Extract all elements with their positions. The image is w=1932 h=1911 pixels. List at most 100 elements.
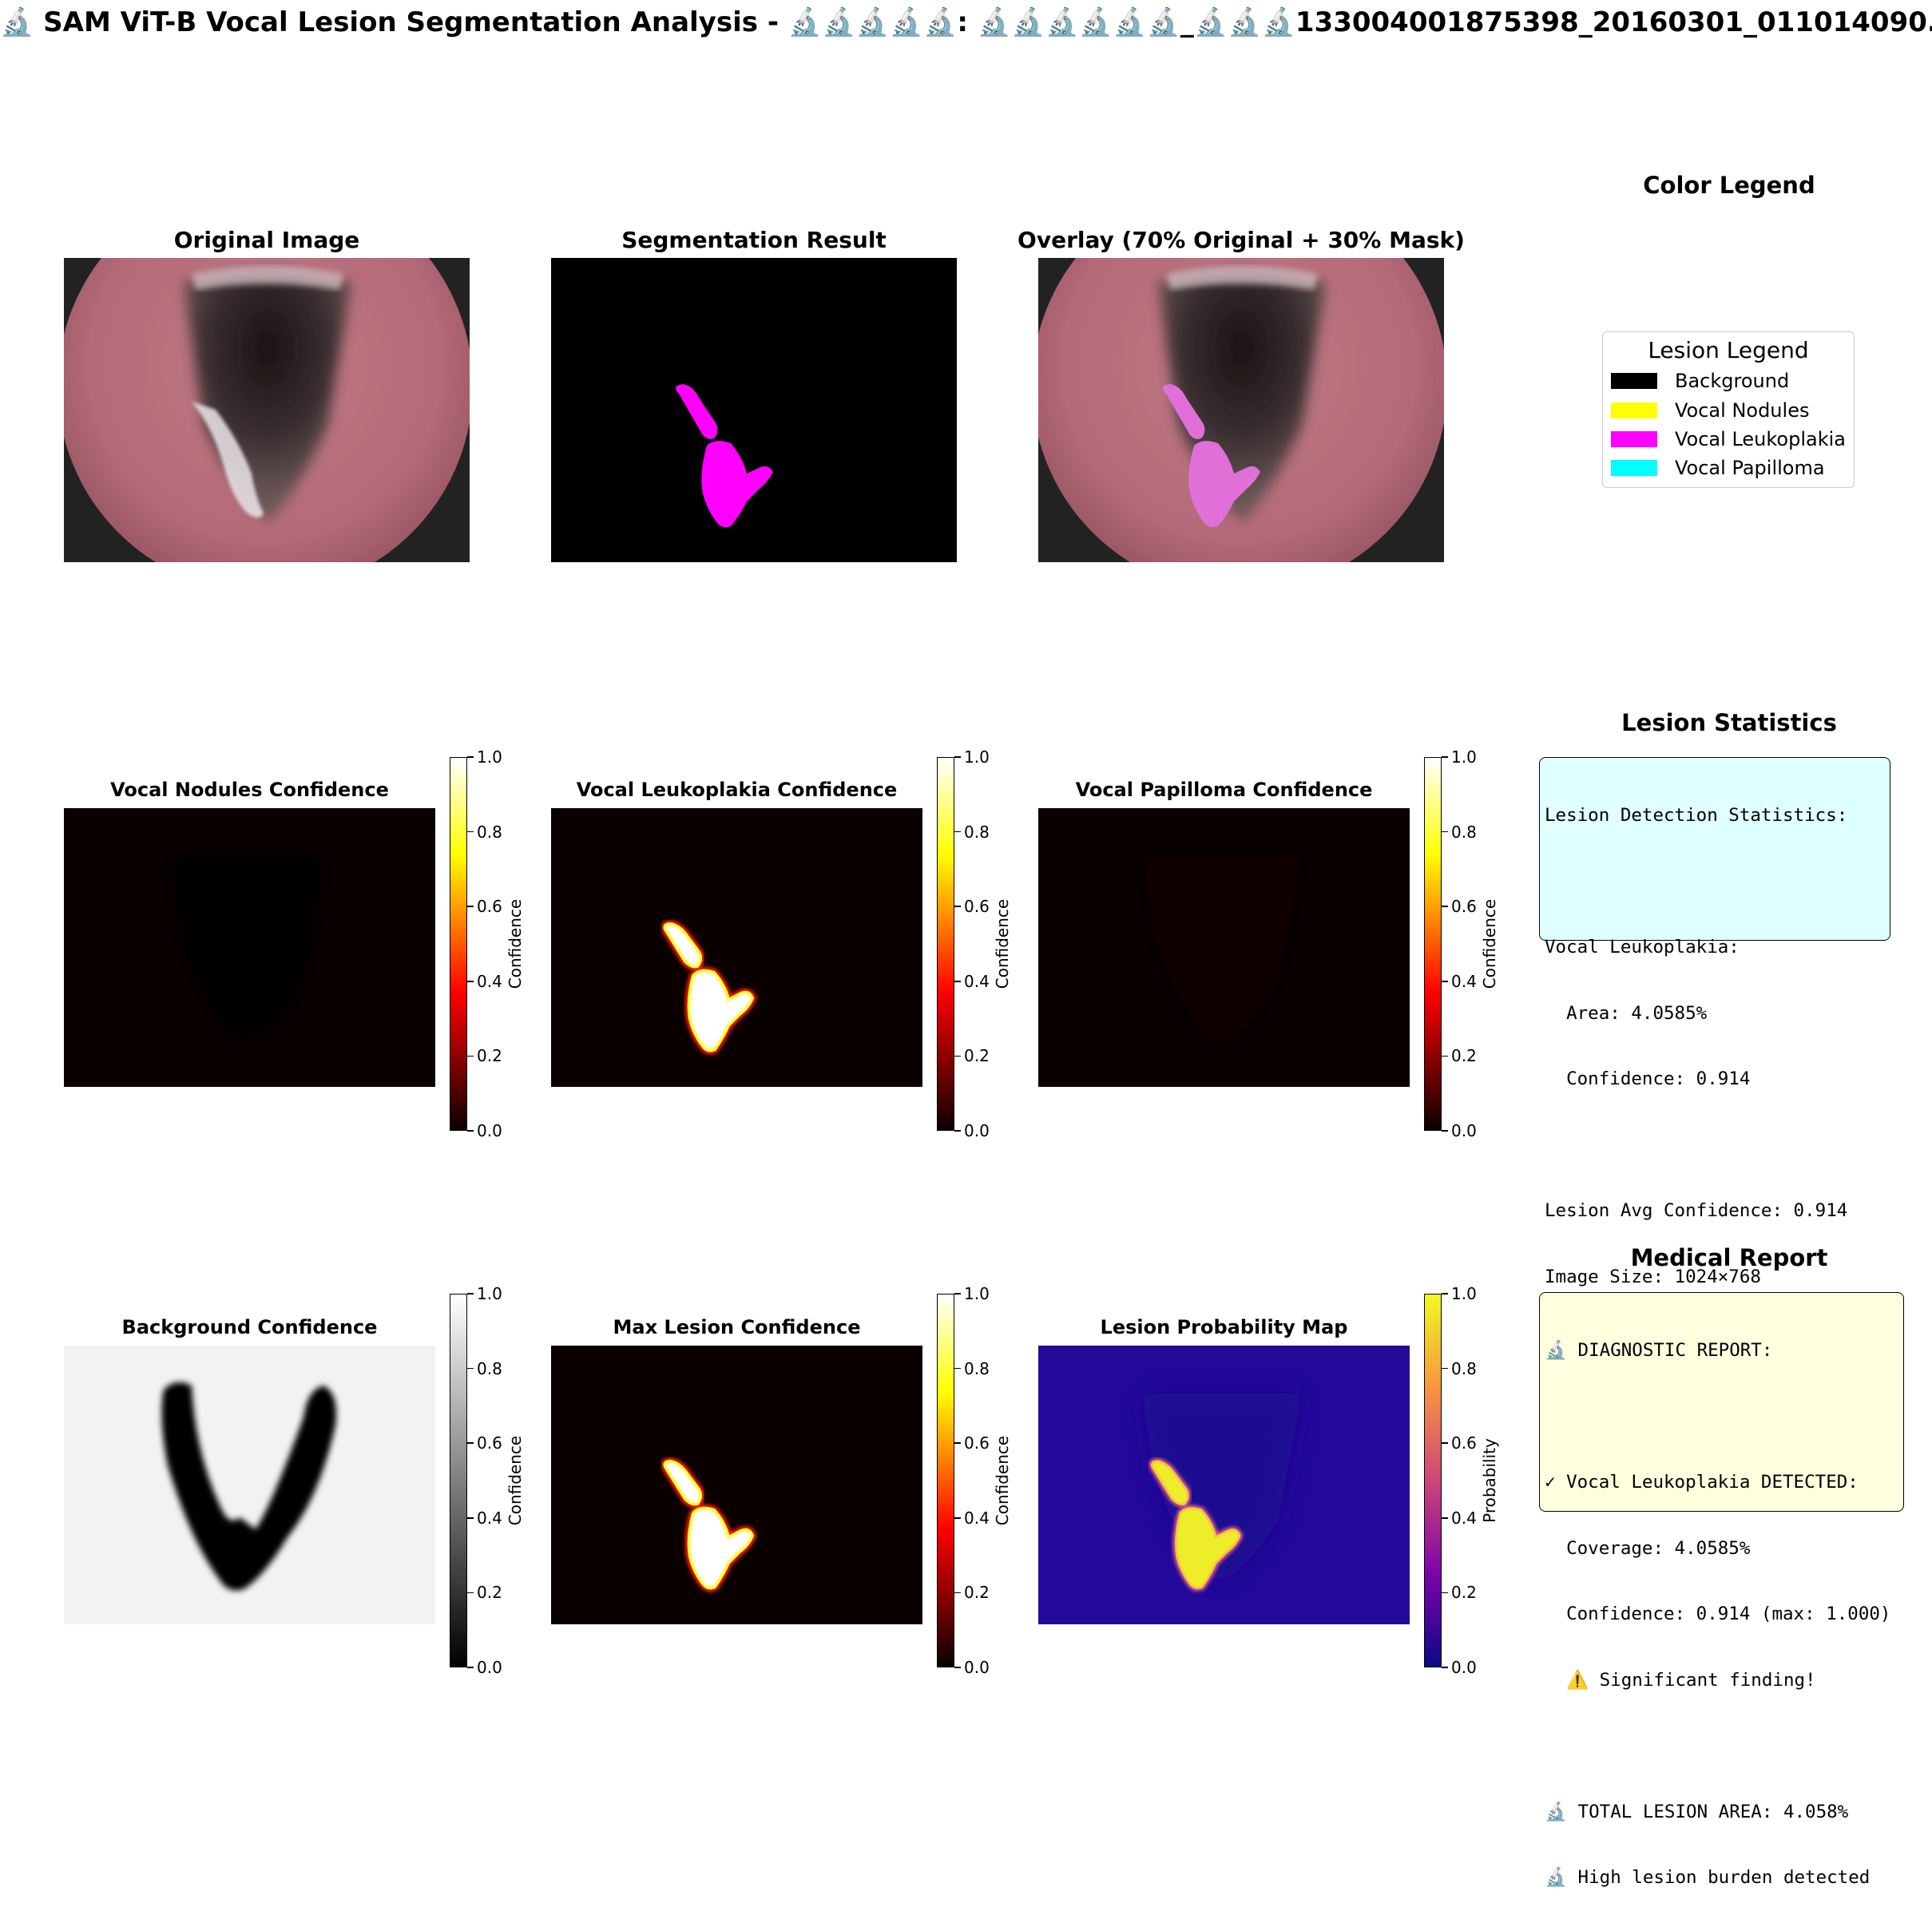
colorbar-tick-mark <box>467 1055 474 1057</box>
colorbar-tick-label: 0.0 <box>964 1121 990 1140</box>
stats-line: Image Size: 1024×768 <box>1545 1266 1761 1287</box>
colorbar-tick-mark <box>1442 1667 1448 1668</box>
leukoplakia-colorbar: 0.0 0.2 0.4 0.6 0.8 1.0 Confidence <box>937 747 1033 1140</box>
colorbar-label: Probability <box>1480 1438 1499 1523</box>
original-image-panel <box>64 258 470 562</box>
legend-item-vocal-papilloma: Vocal Papilloma <box>1611 456 1825 480</box>
report-line: 🔬 DIAGNOSTIC REPORT: <box>1545 1340 1773 1361</box>
colorbar-tick-label: 0.8 <box>477 822 502 842</box>
colorbar-tick-mark <box>1442 906 1448 907</box>
segmentation-panel <box>551 258 957 562</box>
colorbar-tick-label: 0.4 <box>477 971 502 991</box>
colorbar-tick-mark <box>1442 1055 1448 1057</box>
papilloma-colorbar: 0.0 0.2 0.4 0.6 0.8 1.0 Confidence <box>1424 747 1520 1140</box>
colorbar-gradient <box>937 757 954 1131</box>
colorbar-tick-label: 1.0 <box>964 1284 990 1303</box>
legend-item-vocal-nodules: Vocal Nodules <box>1611 398 1809 422</box>
colorbar-tick-mark <box>954 1517 961 1519</box>
colorbar-tick-label: 1.0 <box>477 747 502 767</box>
colorbar-tick-mark <box>467 1293 474 1294</box>
stats-line: Area: 4.0585% <box>1545 1002 1708 1024</box>
colorbar-gradient <box>450 757 467 1131</box>
colorbar-tick-mark <box>467 981 474 982</box>
legend-title: Lesion Legend <box>1648 337 1809 363</box>
colorbar-tick-label: 0.4 <box>477 1508 502 1528</box>
colorbar-tick-label: 0.6 <box>964 897 990 917</box>
colorbar-tick-label: 0.0 <box>477 1121 502 1140</box>
nodules-confidence-heatmap <box>64 808 435 1087</box>
overlay-title: Overlay (70% Original + 30% Mask) <box>1018 227 1465 253</box>
legend-item-vocal-leukoplakia: Vocal Leukoplakia <box>1611 427 1846 451</box>
background-confidence-heatmap <box>64 1346 435 1624</box>
papilloma-confidence-heatmap <box>1038 808 1410 1087</box>
figure-title: 🔬 SAM ViT-B Vocal Lesion Segmentation An… <box>0 6 1932 38</box>
colorbar-label: Confidence <box>506 1435 525 1526</box>
segmentation-title: Segmentation Result <box>621 227 887 253</box>
report-line: 🔬 High lesion burden detected <box>1545 1867 1871 1888</box>
colorbar-tick-mark <box>1442 1367 1448 1370</box>
colorbar-tick-label: 0.2 <box>1451 1046 1477 1066</box>
colorbar-tick-mark <box>467 1592 474 1594</box>
colorbar-tick-mark <box>1442 1517 1448 1519</box>
stats-line: Vocal Leukoplakia: <box>1545 937 1740 957</box>
overlay-panel <box>1038 258 1444 562</box>
colorbar-tick-mark <box>954 1293 961 1294</box>
nodules-colorbar: 0.0 0.2 0.4 0.6 0.8 1.0 Confidence <box>450 747 545 1140</box>
colorbar-tick-label: 0.8 <box>1451 1358 1477 1378</box>
colorbar-tick-mark <box>467 1517 474 1519</box>
stats-line: Confidence: 0.914 <box>1545 1068 1751 1089</box>
background-colorbar: 0.0 0.2 0.4 0.6 0.8 1.0 Confidence <box>450 1284 545 1677</box>
colorbar-tick-mark <box>954 1592 961 1594</box>
colorbar-gradient <box>1424 757 1442 1131</box>
nodules-confidence-title: Vocal Nodules Confidence <box>110 779 389 801</box>
report-line: Coverage: 4.0585% <box>1545 1537 1751 1559</box>
colorbar-tick-mark <box>954 1055 961 1057</box>
colorbar-gradient <box>937 1294 954 1667</box>
colorbar-tick-mark <box>954 906 961 907</box>
legend-swatch <box>1611 402 1657 418</box>
colorbar-tick-label: 0.6 <box>477 1433 502 1453</box>
medical-report-heading: Medical Report <box>1630 1244 1828 1271</box>
colorbar-tick-label: 0.4 <box>964 1508 990 1528</box>
colorbar-tick-mark <box>954 831 961 833</box>
lesion-legend: Lesion Legend Background Vocal Nodules V… <box>1602 331 1855 488</box>
lesion-statistics-heading: Lesion Statistics <box>1621 709 1837 736</box>
colorbar-label: Confidence <box>993 1435 1012 1526</box>
leukoplakia-mask-main <box>701 441 773 528</box>
leukoplakia-confidence-heatmap <box>551 808 922 1087</box>
leukoplakia-mask <box>676 384 718 439</box>
colorbar-tick-label: 0.8 <box>1451 822 1477 842</box>
colorbar-tick-label: 0.0 <box>1451 1658 1477 1677</box>
colorbar-tick-mark <box>1442 1130 1448 1132</box>
colorbar-tick-label: 1.0 <box>1451 1284 1477 1303</box>
colorbar-tick-label: 1.0 <box>1451 747 1477 767</box>
colorbar-tick-mark <box>954 756 961 758</box>
report-line: 🔬 TOTAL LESION AREA: 4.058% <box>1545 1801 1849 1822</box>
colorbar-tick-mark <box>1442 981 1448 982</box>
leukoplakia-confidence-title: Vocal Leukoplakia Confidence <box>576 779 898 801</box>
colorbar-tick-mark <box>467 1442 474 1444</box>
colorbar-tick-label: 0.2 <box>477 1583 502 1603</box>
report-line <box>1545 1406 1898 1429</box>
colorbar-gradient <box>450 1294 467 1667</box>
colorbar-tick-label: 0.2 <box>477 1046 502 1066</box>
colorbar-tick-label: 0.8 <box>477 1358 502 1378</box>
colorbar-tick-mark <box>1442 1293 1448 1294</box>
report-line: ⚠️ Significant finding! <box>1545 1669 1816 1691</box>
probability-colorbar: 0.0 0.2 0.4 0.6 0.8 1.0 Probability <box>1424 1284 1520 1677</box>
colorbar-tick-label: 0.6 <box>477 897 502 917</box>
colorbar-tick-mark <box>1442 756 1448 758</box>
colorbar-tick-label: 0.8 <box>964 822 990 842</box>
colorbar-tick-label: 0.4 <box>964 971 990 991</box>
colorbar-tick-label: 0.6 <box>964 1433 990 1453</box>
colorbar-tick-label: 0.2 <box>964 1583 990 1603</box>
colorbar-tick-label: 0.0 <box>964 1658 990 1677</box>
lesion-statistics-box: Lesion Detection Statistics: Vocal Leuko… <box>1539 757 1890 1287</box>
colorbar-tick-mark <box>954 1130 961 1132</box>
max-lesion-confidence-title: Max Lesion Confidence <box>613 1316 861 1338</box>
colorbar-tick-mark <box>954 1367 961 1370</box>
lesion-probability-heatmap <box>1038 1346 1410 1624</box>
colorbar-label: Confidence <box>1480 898 1499 989</box>
colorbar-tick-mark <box>954 981 961 982</box>
report-line: ✓ Vocal Leukoplakia DETECTED: <box>1545 1472 1859 1493</box>
